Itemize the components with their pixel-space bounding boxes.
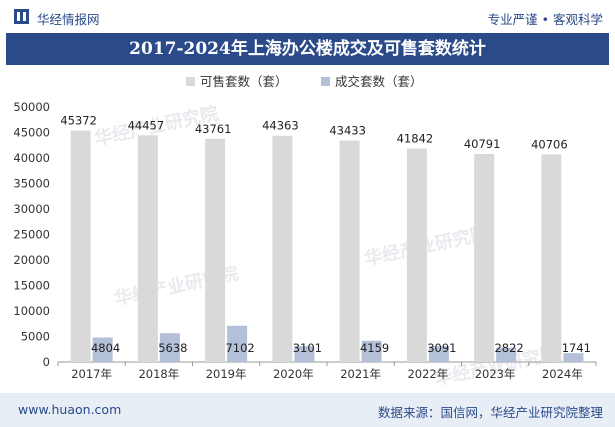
y-tick-label: 5000 xyxy=(21,330,50,344)
tagline: 专业严谨 • 客观科学 xyxy=(487,12,603,27)
bar-sold xyxy=(361,340,382,362)
legend-swatch-sold xyxy=(321,77,330,86)
bar-available xyxy=(339,140,360,362)
x-tick-label: 2017年 xyxy=(71,367,112,381)
y-tick-label: 45000 xyxy=(13,126,50,140)
site-name[interactable]: 华经情报网 xyxy=(37,12,100,27)
bar-sold xyxy=(428,346,449,362)
x-tick-label: 2020年 xyxy=(273,367,314,381)
data-label-sold: 3091 xyxy=(427,341,456,355)
y-tick-label: 10000 xyxy=(13,304,50,318)
chart-axes: 0 5000 10000 15000 20000 25000 30000 35000 40000… xyxy=(13,100,597,381)
y-tick-label: 25000 xyxy=(13,228,50,242)
bar-chart: 华经产业研究院 华经产业研究院 华经产业研究院 华经产业研究院 可售套数（套） … xyxy=(13,74,597,390)
bar-sold xyxy=(159,333,180,362)
data-label-sold: 7102 xyxy=(225,341,254,355)
bar-sold xyxy=(294,346,315,362)
footer-url[interactable]: www.huaon.com xyxy=(18,402,122,417)
y-tick-label: 35000 xyxy=(13,177,50,191)
data-label-available: 44363 xyxy=(262,119,299,133)
data-label-sold: 2822 xyxy=(494,341,523,355)
x-tick-label: 2019年 xyxy=(206,367,247,381)
data-label-sold: 5638 xyxy=(158,341,187,355)
y-tick-label: 20000 xyxy=(13,253,50,267)
x-tick-label: 2021年 xyxy=(340,367,381,381)
top-bar: 华经情报网 专业严谨 • 客观科学 xyxy=(0,0,615,33)
bar-available xyxy=(406,148,427,362)
legend-swatch-available xyxy=(186,77,195,86)
bar-available xyxy=(474,153,495,362)
bar-available xyxy=(137,135,158,362)
y-tick-label: 50000 xyxy=(13,100,50,114)
y-tick-label: 0 xyxy=(43,355,50,369)
legend-label-sold: 成交套数（套） xyxy=(335,74,423,89)
bar-sold xyxy=(92,337,113,362)
x-tick-label: 2018年 xyxy=(138,367,179,381)
data-label-available: 40706 xyxy=(531,137,568,151)
data-label-available: 41842 xyxy=(397,132,434,146)
data-label-sold: 4159 xyxy=(360,341,389,355)
chart-bars xyxy=(70,130,584,362)
data-source: 数据来源：国信网，华经产业研究院整理 xyxy=(377,405,603,420)
legend-label-available: 可售套数（套） xyxy=(200,74,288,89)
data-label-sold: 4804 xyxy=(91,341,120,355)
footer-bar: www.huaon.com 数据来源：国信网，华经产业研究院整理 xyxy=(0,393,615,427)
x-tick-label: 2024年 xyxy=(542,367,583,381)
x-tick-label: 2023年 xyxy=(475,367,516,381)
chart-legend: 可售套数（套） 成交套数（套） xyxy=(186,74,423,89)
data-label-sold: 1741 xyxy=(562,341,591,355)
bar-available xyxy=(272,135,293,362)
bar-available xyxy=(70,130,91,362)
bar-available xyxy=(205,138,226,362)
logo-icon xyxy=(14,9,29,24)
chart-title: 2017-2024年上海办公楼成交及可售套数统计 xyxy=(6,33,609,65)
chart-data-labels: 45372 4804 44457 5638 43761 7102 44363 3101 4343… xyxy=(60,114,591,355)
bar-sold xyxy=(496,347,517,362)
bar-sold xyxy=(563,353,584,362)
data-label-available: 43761 xyxy=(195,122,232,136)
y-tick-label: 30000 xyxy=(13,202,50,216)
y-tick-label: 40000 xyxy=(13,151,50,165)
y-tick-label: 15000 xyxy=(13,279,50,293)
data-label-available: 43433 xyxy=(329,123,366,137)
data-label-sold: 3101 xyxy=(293,341,322,355)
data-label-available: 44457 xyxy=(128,118,165,132)
bar-available xyxy=(541,154,562,362)
bar-sold xyxy=(227,325,248,362)
data-label-available: 45372 xyxy=(60,114,97,128)
data-label-available: 40791 xyxy=(464,137,501,151)
x-tick-label: 2022年 xyxy=(407,367,448,381)
